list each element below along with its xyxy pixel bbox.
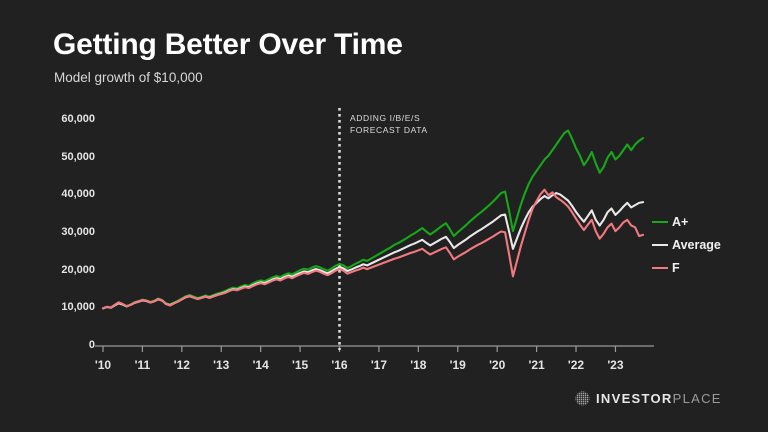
page-title: Getting Better Over Time — [53, 28, 403, 61]
x-tick-label: '12 — [173, 358, 190, 372]
y-tick-label: 0 — [88, 339, 95, 351]
annotation-line-1: ADDING I/B/E/S — [350, 113, 421, 123]
halftone-sphere-icon — [575, 391, 590, 406]
legend-item-aplus: A+ — [652, 215, 688, 229]
x-tick-label: '14 — [252, 358, 269, 372]
y-tick-label: 60,000 — [61, 113, 95, 125]
x-tick-label: '23 — [607, 358, 624, 372]
legend-label: F — [672, 261, 680, 275]
x-tick-label: '19 — [449, 358, 466, 372]
legend-swatch — [652, 220, 668, 224]
x-tick-label: '11 — [134, 358, 151, 372]
investorplace-logo: INVESTORPLACE — [575, 391, 722, 406]
x-tick-label: '21 — [528, 358, 545, 372]
forecast-annotation: ADDING I/B/E/S FORECAST DATA — [350, 112, 428, 136]
brand-name-bold: INVESTOR — [596, 391, 673, 406]
legend-label: A+ — [672, 215, 689, 229]
y-tick-label: 10,000 — [61, 301, 95, 314]
legend-item-average: Average — [652, 238, 721, 252]
y-tick-label: 40,000 — [61, 188, 95, 201]
x-tick-label: '18 — [410, 358, 427, 372]
x-tick-label: '13 — [213, 358, 230, 372]
series-line-aplus — [101, 129, 645, 310]
y-tick-label: 20,000 — [61, 263, 95, 276]
y-tick-label: 50,000 — [61, 150, 95, 163]
x-tick-label: '20 — [489, 358, 506, 372]
legend-swatch — [652, 266, 668, 270]
x-tick-label: '10 — [94, 358, 112, 372]
x-tick-label: '17 — [370, 358, 388, 372]
x-tick-label: '16 — [331, 358, 348, 372]
legend-item-f: F — [652, 261, 680, 275]
series-line-average — [101, 192, 645, 310]
x-tick-label: '22 — [567, 358, 585, 372]
brand-name-light: PLACE — [672, 391, 722, 406]
x-tick-label: '15 — [291, 358, 309, 372]
legend-label: Average — [672, 238, 721, 252]
chart-subtitle: Model growth of $10,000 — [54, 70, 203, 85]
annotation-line-2: FORECAST DATA — [350, 125, 428, 135]
y-tick-label: 30,000 — [61, 226, 95, 238]
brand-name: INVESTORPLACE — [596, 391, 722, 406]
legend-swatch — [652, 243, 668, 247]
series-line-f — [101, 188, 645, 310]
